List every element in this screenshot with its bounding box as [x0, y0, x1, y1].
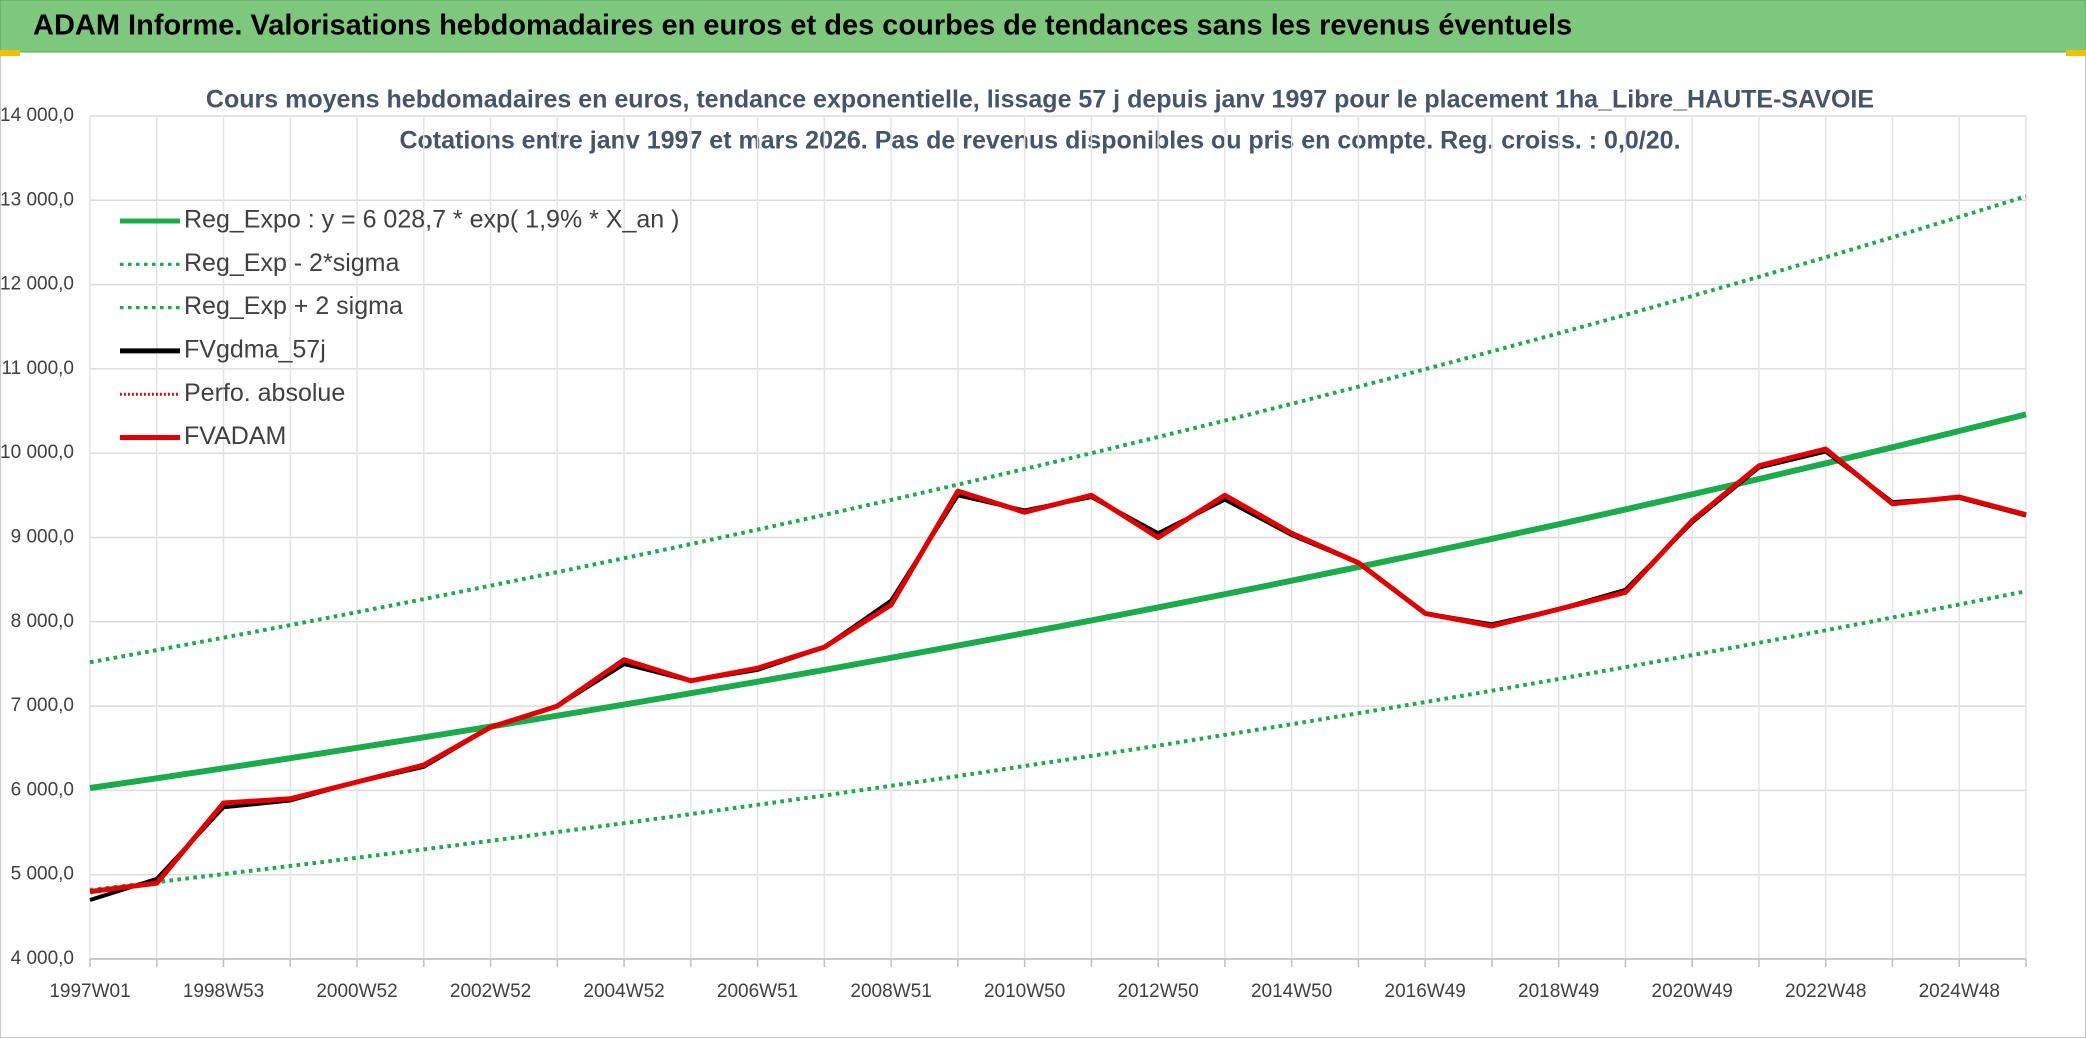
y-tick-label: 8 000,0 — [11, 611, 74, 632]
corner — [0, 50, 20, 56]
y-tick-label: 7 000,0 — [11, 695, 74, 716]
x-tick-label: 2006W51 — [717, 981, 798, 1002]
legend-label: FVgdma_57j — [184, 336, 326, 364]
legend-label: Reg_Expo : y = 6 028,7 * exp( 1,9% * X_a… — [184, 206, 679, 234]
x-tick-label: 2014W50 — [1251, 981, 1332, 1002]
y-tick-label: 12 000,0 — [0, 274, 74, 295]
x-tick-label: 2004W52 — [583, 981, 664, 1002]
chart-subtitle: Cotations entre janv 1997 et mars 2026. … — [399, 127, 1680, 155]
corner — [2066, 50, 2086, 56]
y-tick-label: 13 000,0 — [0, 189, 74, 210]
x-tick-label: 2000W52 — [316, 981, 397, 1002]
header-bar — [0, 0, 2086, 53]
y-tick-label: 5 000,0 — [11, 864, 74, 885]
x-tick-label: 2022W48 — [1785, 981, 1866, 1002]
x-tick-label: 1998W53 — [183, 981, 264, 1002]
x-tick-label: 2002W52 — [450, 981, 531, 1002]
y-tick-label: 10 000,0 — [0, 442, 74, 463]
series-line — [89, 589, 2027, 892]
y-tick-label: 14 000,0 — [0, 105, 74, 126]
legend-label: Perfo. absolue — [184, 379, 345, 407]
x-tick-label: 2008W51 — [850, 981, 931, 1002]
x-tick-label: 2024W48 — [1919, 981, 2000, 1002]
chart-title: Cours moyens hebdomadaires en euros, ten… — [206, 86, 1874, 114]
header-title: ADAM Informe. Valorisations hebdomadaire… — [33, 10, 1572, 42]
legend-label: FVADAM — [184, 422, 286, 450]
y-tick-label: 9 000,0 — [11, 527, 74, 548]
y-tick-label: 11 000,0 — [1, 358, 74, 379]
x-tick-label: 2012W50 — [1117, 981, 1198, 1002]
series-line — [89, 446, 2027, 895]
legend-label: Reg_Exp + 2 sigma — [184, 292, 403, 320]
x-tick-label: 2020W49 — [1652, 981, 1733, 1002]
x-tick-label: 2016W49 — [1385, 981, 1466, 1002]
x-tick-label: 2018W49 — [1518, 981, 1599, 1002]
y-tick-label: 4 000,0 — [11, 948, 74, 969]
legend-label: Reg_Exp - 2*sigma — [184, 249, 399, 277]
series-line — [89, 411, 2027, 791]
y-tick-label: 6 000,0 — [11, 779, 74, 800]
x-tick-label: 2010W50 — [984, 981, 1065, 1002]
series-line — [89, 194, 2027, 665]
x-tick-label: 1997W01 — [49, 981, 130, 1002]
